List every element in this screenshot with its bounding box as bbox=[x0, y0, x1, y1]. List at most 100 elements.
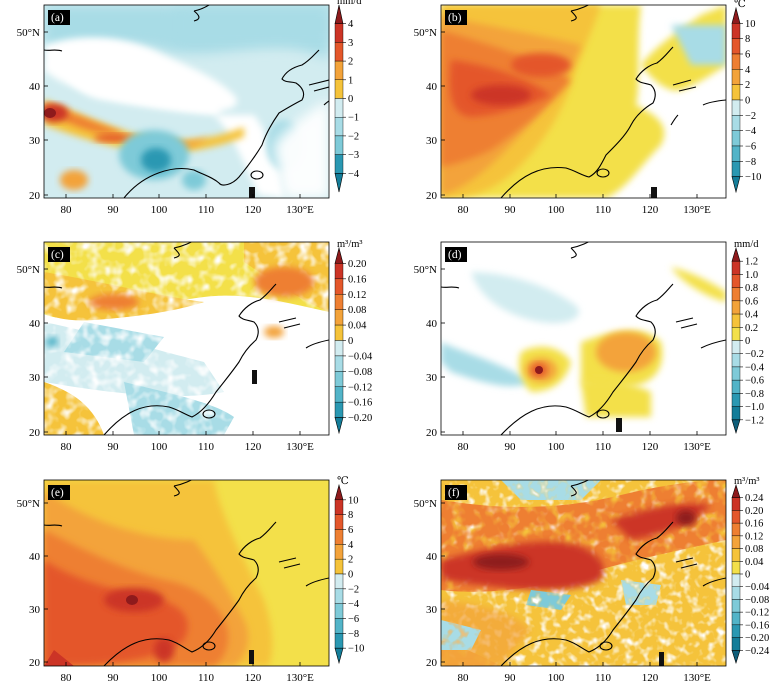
colorbar-tick-label: 6 bbox=[745, 50, 750, 61]
colorbar-unit: ℃ bbox=[337, 476, 349, 487]
panel-axes-4: 80 90 100 110 120 130°E 50°N 40 30 20 bbox=[17, 498, 314, 684]
colorbar-tick-label: −0.20 bbox=[745, 633, 769, 644]
colorbar-tick-label: 0.8 bbox=[745, 283, 758, 294]
colorbar-band bbox=[731, 287, 741, 302]
colorbars: 43210−1−2−3−4mm/d1086420−2−4−6−8−10℃0.20… bbox=[334, 0, 770, 665]
colorbar-tick-label: 0 bbox=[348, 336, 353, 347]
panel-c-label-box bbox=[48, 247, 70, 262]
colorbar-tick-label: 1 bbox=[348, 75, 353, 86]
colorbar-band bbox=[731, 586, 741, 600]
colorbar-tick-label: −8 bbox=[745, 157, 756, 168]
colorbar-tick-label: 3 bbox=[348, 38, 353, 49]
panel-a-label: (a) bbox=[51, 12, 64, 24]
colorbar-tick-label: 1.0 bbox=[745, 270, 758, 281]
colorbar-tick-label: 0 bbox=[745, 336, 750, 347]
colorbar-band bbox=[334, 116, 344, 137]
lat-tick-label: 30 bbox=[426, 135, 438, 147]
lon-tick-label: 110 bbox=[595, 672, 612, 684]
colorbar-band bbox=[731, 522, 741, 537]
colorbar-arrow-bottom bbox=[334, 417, 344, 435]
lat-tick-label: 20 bbox=[426, 190, 438, 202]
colorbar-tick-label: 0 bbox=[348, 94, 353, 105]
panel-d-label-box bbox=[445, 247, 467, 262]
lat-tick-label: 40 bbox=[29, 551, 41, 563]
lat-tick-label: 30 bbox=[426, 604, 438, 616]
lat-tick-label: 50°N bbox=[414, 264, 437, 276]
colorbar-tick-label: 2 bbox=[745, 80, 750, 91]
colorbar-arrow-top bbox=[334, 483, 344, 501]
colorbar-arrow-top bbox=[334, 246, 344, 264]
colorbar-band bbox=[731, 353, 741, 368]
lon-tick-label: 80 bbox=[458, 204, 470, 216]
colorbar-tick-label: −10 bbox=[348, 644, 364, 655]
colorbar-band bbox=[731, 393, 741, 407]
colorbar-tick-label: −0.24 bbox=[745, 646, 770, 657]
colorbar-tick-label: −2 bbox=[745, 111, 756, 122]
colorbar-tick-label: 0 bbox=[348, 570, 353, 581]
colorbar-band bbox=[731, 535, 741, 549]
colorbar-band bbox=[334, 340, 344, 357]
lon-tick-label: 90 bbox=[108, 441, 120, 453]
colorbar-tick-label: 8 bbox=[348, 510, 353, 521]
colorbar-band bbox=[334, 633, 344, 649]
panel-axes-2: 80 90 100 110 120 130°E 50°N 40 30 20 bbox=[17, 264, 314, 453]
colorbar-tick-label: 4 bbox=[348, 540, 354, 551]
colorbar-tick-label: 0.2 bbox=[745, 323, 758, 334]
lat-tick-label: 30 bbox=[29, 604, 41, 616]
lon-tick-label: 80 bbox=[61, 441, 73, 453]
colorbar-band bbox=[334, 514, 344, 530]
colorbar-tick-label: −4 bbox=[348, 169, 360, 180]
colorbar-tick-label: −0.16 bbox=[348, 398, 372, 409]
colorbar-tick-label: 10 bbox=[745, 19, 756, 30]
colorbar-band bbox=[731, 300, 741, 315]
colorbar-band bbox=[334, 558, 344, 575]
colorbar-tick-label: 4 bbox=[348, 19, 354, 30]
lon-tick-label: 80 bbox=[458, 441, 470, 453]
colorbar-tick-label: −10 bbox=[745, 172, 761, 183]
colorbar-tick-label: −8 bbox=[348, 629, 359, 640]
colorbar-2: 0.20 0.16 0.12 0.08 0.04 0 −0.04 −0.08 −0.12 −0.1… bbox=[334, 239, 373, 435]
colorbar-band bbox=[334, 499, 344, 515]
panel-a-label-box bbox=[48, 10, 70, 25]
colorbar-band bbox=[334, 529, 344, 545]
colorbar-band bbox=[334, 135, 344, 155]
panel-c: (c) bbox=[43, 241, 330, 436]
colorbar-band bbox=[731, 624, 741, 638]
panel-axes-3: 80 90 100 110 120 130°E 50°N 40 30 20 bbox=[414, 264, 711, 453]
colorbar-band bbox=[731, 313, 741, 328]
colorbar-band bbox=[731, 145, 741, 162]
colorbar-band bbox=[731, 53, 741, 70]
colorbar-tick-label: 0.6 bbox=[745, 296, 758, 307]
colorbar-band bbox=[731, 573, 741, 587]
colorbar-unit: m³/m³ bbox=[734, 476, 760, 487]
lat-tick-label: 50°N bbox=[414, 27, 437, 39]
panel-c-label: (c) bbox=[51, 249, 64, 261]
colorbar-tick-label: 0.16 bbox=[348, 274, 366, 285]
colorbar-band bbox=[334, 309, 344, 326]
colorbar-band bbox=[731, 261, 741, 275]
colorbar-band bbox=[731, 548, 741, 562]
colorbar-tick-label: −0.4 bbox=[745, 362, 765, 373]
lat-tick-label: 40 bbox=[426, 81, 438, 93]
lat-tick-label: 30 bbox=[426, 372, 438, 384]
colorbar-tick-label: 8 bbox=[745, 34, 750, 45]
colorbar-band bbox=[731, 637, 741, 651]
colorbar-band bbox=[334, 294, 344, 310]
lat-tick-label: 20 bbox=[29, 190, 41, 202]
lon-tick-label: 100 bbox=[548, 441, 565, 453]
lon-tick-label: 130°E bbox=[286, 441, 314, 453]
lat-tick-label: 30 bbox=[29, 135, 41, 147]
lon-tick-label: 120 bbox=[642, 672, 659, 684]
colorbar-tick-label: −4 bbox=[348, 599, 360, 610]
lat-tick-label: 40 bbox=[426, 551, 438, 563]
colorbar-tick-label: −0.20 bbox=[348, 413, 372, 424]
colorbar-tick-label: 0 bbox=[745, 96, 750, 107]
panel-f-label-box bbox=[445, 485, 467, 500]
colorbar-band bbox=[731, 497, 741, 511]
colorbar-tick-label: 0.20 bbox=[745, 506, 763, 517]
colorbar-tick-label: −0.12 bbox=[348, 382, 372, 393]
colorbar-band bbox=[334, 324, 344, 341]
colorbar-tick-label: −4 bbox=[745, 126, 757, 137]
colorbar-band bbox=[731, 366, 741, 381]
lon-tick-label: 80 bbox=[458, 672, 470, 684]
